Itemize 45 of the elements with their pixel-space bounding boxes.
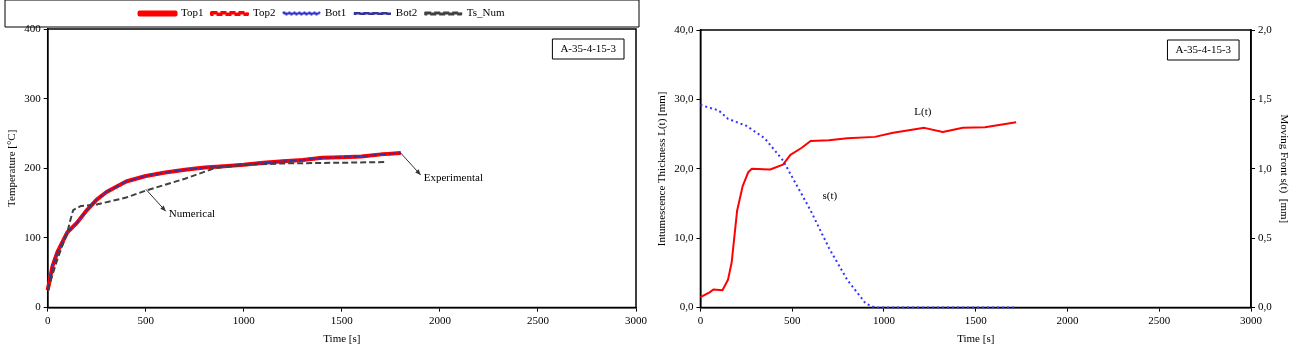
y2-tick-label: 0,0 [1258, 300, 1273, 313]
x-tick-label: 2000 [1056, 314, 1080, 327]
y-tick-label: 10,0 [674, 231, 694, 244]
y2-tick-label: 2,0 [1258, 22, 1273, 35]
x-tick-label: 3000 [1240, 314, 1263, 327]
x-tick-label: 2500 [1148, 314, 1171, 327]
legend-label: Top2 [252, 6, 276, 19]
y-tick-label: 200 [24, 161, 42, 174]
y2-axis-title: Moving Front s(t) [mm] [1277, 114, 1291, 224]
x-axis-title: Time [s] [957, 332, 995, 345]
y-tick-label: 400 [24, 21, 42, 34]
x-tick-label: 2000 [428, 314, 452, 327]
annotation: A-35-4-15-3 [1175, 42, 1232, 55]
y-axis-title: Intumescence Thickness L(t) [mm] [655, 91, 669, 247]
x-tick-label: 3000 [625, 314, 648, 327]
x-tick-label: 1000 [872, 314, 896, 327]
annotation: Numerical [168, 207, 216, 220]
series-label: L(t) [914, 104, 932, 118]
legend-label: Ts_Num [466, 6, 505, 19]
legend-label: Bot1 [324, 6, 347, 19]
x-tick-label: 1500 [330, 314, 354, 327]
x-tick-label: 1000 [232, 314, 256, 327]
annotation: Experimental [423, 170, 483, 183]
series-label: s(t) [822, 189, 838, 203]
y2-tick-label: 1,0 [1258, 161, 1273, 174]
y-tick-label: 300 [24, 91, 42, 104]
legend-label: Bot2 [395, 6, 418, 19]
annotation: A-35-4-15-3 [560, 41, 617, 54]
y2-tick-label: 1,5 [1258, 92, 1273, 105]
y-tick-label: 0 [35, 300, 42, 313]
y-tick-label: 40,0 [674, 22, 694, 35]
x-tick-label: 500 [783, 314, 801, 327]
x-tick-label: 0 [44, 314, 51, 327]
x-axis-title: Time [s] [323, 332, 361, 345]
legend-label: Top1 [181, 6, 204, 19]
y-axis-title: Temperature [°C] [5, 129, 18, 207]
x-tick-label: 0 [697, 314, 704, 327]
y-tick-label: 100 [24, 230, 42, 243]
x-tick-label: 2500 [526, 314, 550, 327]
y-tick-label: 30,0 [674, 92, 694, 105]
y2-tick-label: 0,5 [1258, 231, 1273, 244]
x-tick-label: 500 [137, 314, 155, 327]
y-tick-label: 0,0 [679, 300, 694, 313]
x-tick-label: 1500 [964, 314, 988, 327]
y-tick-label: 20,0 [674, 161, 694, 174]
